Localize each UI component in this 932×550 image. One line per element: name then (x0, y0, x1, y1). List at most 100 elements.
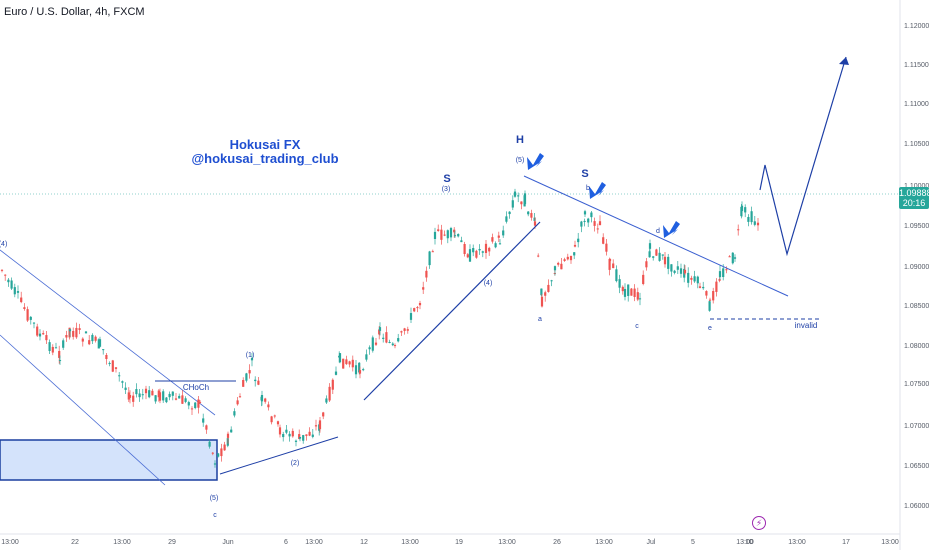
candle-body (371, 337, 374, 351)
x-tick-label: Jul (647, 539, 656, 546)
symbol-title: Euro / U.S. Dollar, 4h, FXCM (4, 6, 145, 18)
candle-body (378, 329, 381, 335)
candle-body (537, 255, 540, 257)
candle-body (58, 360, 62, 362)
candle-body (491, 237, 494, 242)
candle-body (655, 249, 658, 256)
projection-path (759, 56, 847, 257)
candle-body (230, 429, 233, 433)
candle-body (184, 398, 187, 402)
candle-body (124, 387, 127, 390)
candle-body (393, 345, 397, 347)
candle-body (756, 222, 760, 226)
candle-body (245, 373, 248, 381)
watermark: Hokusai FX @hokusai_trading_club (180, 138, 350, 166)
candle-body (618, 279, 621, 288)
candle-body (62, 340, 65, 348)
wave-support-line (219, 436, 339, 475)
lightning-icon[interactable]: ⚡ (752, 516, 766, 530)
candle-body (162, 391, 165, 401)
candle-body (270, 416, 273, 423)
candle-body (679, 268, 683, 274)
candle-body (484, 243, 488, 254)
annotation-label: (4) (484, 280, 493, 287)
candle-body (260, 395, 264, 402)
candle-body (81, 338, 84, 342)
projection-arrowhead (839, 57, 849, 65)
channel-lower-line (0, 334, 166, 486)
x-tick-label: 19 (455, 539, 463, 546)
candle-body (233, 411, 236, 416)
candle-body (213, 463, 217, 465)
candle-body (68, 327, 71, 338)
x-tick-label: 5 (691, 539, 695, 546)
x-tick-label: 13:00 (788, 539, 806, 546)
candle-body (587, 218, 590, 223)
candle-body (698, 286, 702, 288)
candle-body (718, 271, 722, 278)
candle-body (453, 235, 457, 237)
candle-body (702, 286, 705, 289)
annotation-label: S (581, 168, 588, 180)
candle-body (127, 392, 130, 400)
x-tick-label: Jun (222, 539, 233, 546)
candle-body (358, 362, 361, 373)
candle-body (712, 291, 715, 301)
annotation-label: b (586, 185, 590, 192)
candle-body (226, 433, 230, 438)
candle-body (45, 335, 48, 341)
candle-body (563, 259, 566, 261)
candle-body (733, 257, 737, 259)
candle-body (20, 297, 23, 303)
annotation-label: (4) (0, 241, 7, 248)
candle-body (416, 307, 419, 309)
candle-body (91, 334, 94, 342)
candle-body (264, 398, 267, 402)
y-tick-label: 1.11500 (904, 62, 929, 69)
candle-body (540, 288, 543, 296)
candle-body (577, 238, 580, 243)
annotation-label: (1) (246, 352, 255, 359)
candle-body (328, 386, 331, 401)
candle-body (217, 453, 220, 457)
candle-body (627, 284, 630, 296)
candle-body (278, 427, 282, 435)
candle-body (144, 388, 148, 394)
x-tick-label: 26 (553, 539, 561, 546)
candle-body (48, 342, 51, 351)
candle-body (468, 249, 472, 262)
candle-body (348, 361, 351, 365)
candle-body (740, 206, 743, 217)
candle-body (345, 359, 348, 365)
candle-body (267, 404, 270, 408)
candle-body (696, 276, 699, 284)
candle-body (740, 205, 744, 212)
candle-body (481, 251, 484, 253)
candle-body (505, 216, 508, 222)
annotation-label: (5) (516, 157, 525, 164)
candle-body (114, 367, 118, 369)
candle-body (151, 390, 154, 396)
annotation-label: (2) (291, 460, 300, 467)
candle-body (449, 228, 453, 238)
triangle-upper-line (523, 175, 789, 297)
candle-body (708, 299, 712, 301)
candle-body (652, 256, 655, 258)
candle-body (54, 347, 58, 349)
candle-body (673, 270, 676, 273)
candle-body (602, 237, 605, 244)
candle-body (687, 272, 690, 283)
candle-body (38, 333, 42, 337)
candle-body (174, 398, 178, 400)
arrow-d-icon (663, 221, 680, 238)
candle-body (502, 230, 505, 236)
annotation-label: CHoCh (183, 383, 209, 392)
candle-body (725, 269, 728, 271)
candle-body (705, 291, 708, 296)
candle-body (569, 256, 573, 261)
annotation-label: d (656, 228, 660, 235)
candle-body (334, 371, 338, 375)
candle-body (520, 201, 523, 205)
